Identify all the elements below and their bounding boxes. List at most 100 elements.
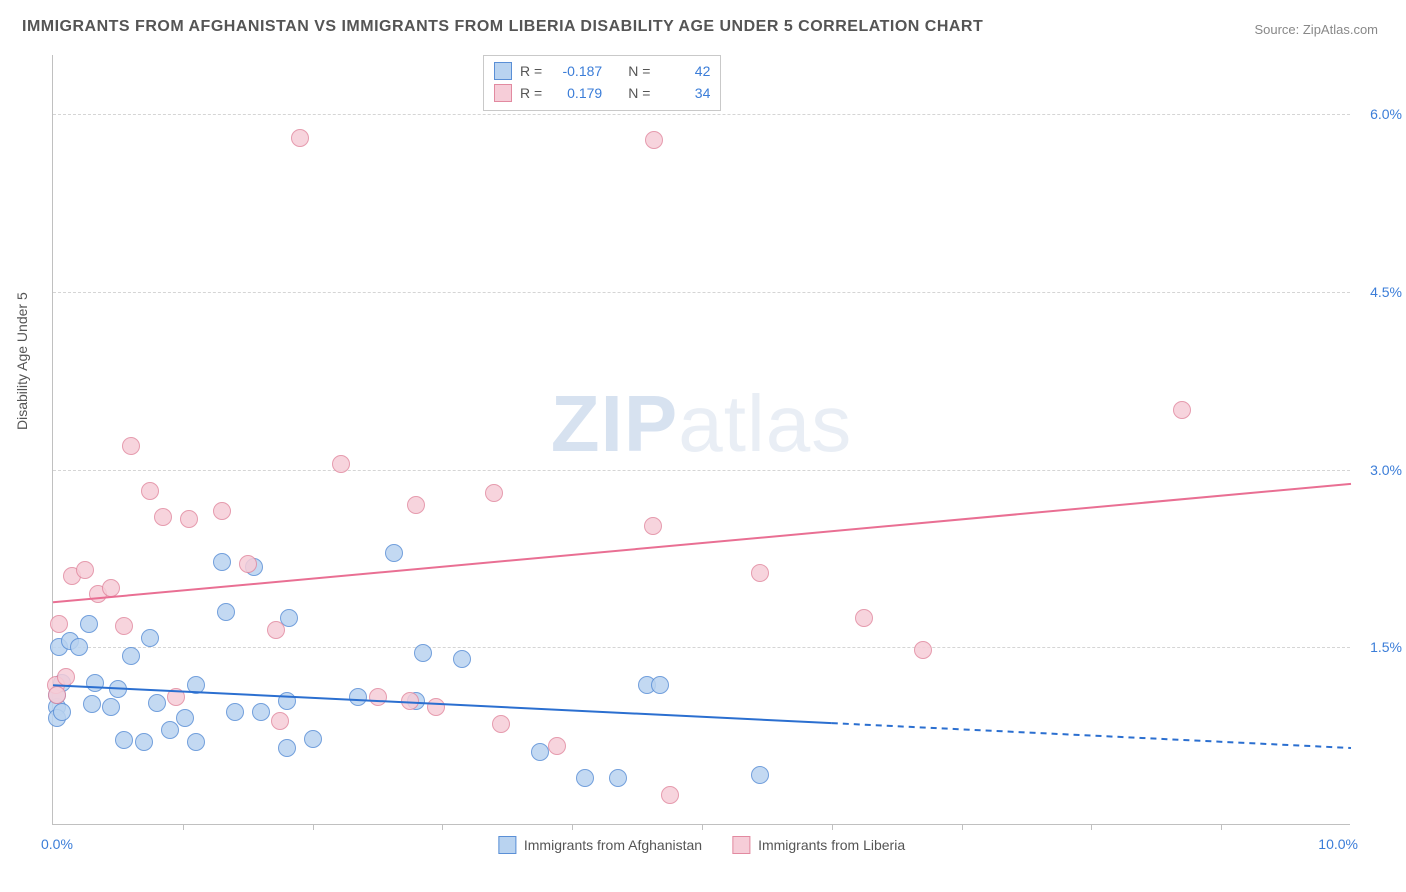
r-value: 0.179 bbox=[550, 85, 602, 101]
scatter-point bbox=[661, 786, 679, 804]
scatter-point bbox=[167, 688, 185, 706]
scatter-point bbox=[217, 603, 235, 621]
x-axis-minor-tick bbox=[702, 824, 703, 830]
scatter-point bbox=[141, 629, 159, 647]
scatter-point bbox=[651, 676, 669, 694]
scatter-point bbox=[369, 688, 387, 706]
chart-title: IMMIGRANTS FROM AFGHANISTAN VS IMMIGRANT… bbox=[22, 18, 983, 36]
scatter-point bbox=[332, 455, 350, 473]
source-attribution: Source: ZipAtlas.com bbox=[1254, 22, 1378, 37]
scatter-point bbox=[453, 650, 471, 668]
x-axis-minor-tick bbox=[183, 824, 184, 830]
correlation-row: R = 0.179 N = 34 bbox=[494, 82, 710, 104]
r-label: R = bbox=[520, 85, 542, 101]
scatter-point bbox=[278, 739, 296, 757]
scatter-point bbox=[278, 692, 296, 710]
trend-lines bbox=[53, 55, 1351, 825]
scatter-point bbox=[407, 496, 425, 514]
scatter-point bbox=[271, 712, 289, 730]
scatter-point bbox=[385, 544, 403, 562]
scatter-point bbox=[213, 502, 231, 520]
n-value: 34 bbox=[658, 85, 710, 101]
scatter-point bbox=[187, 676, 205, 694]
x-axis-minor-tick bbox=[1221, 824, 1222, 830]
y-axis-label: Disability Age Under 5 bbox=[14, 292, 30, 430]
scatter-point bbox=[914, 641, 932, 659]
scatter-point bbox=[226, 703, 244, 721]
x-axis-minor-tick bbox=[572, 824, 573, 830]
x-axis-tick-max: 10.0% bbox=[1318, 836, 1358, 852]
scatter-point bbox=[485, 484, 503, 502]
x-axis-minor-tick bbox=[313, 824, 314, 830]
scatter-point bbox=[414, 644, 432, 662]
n-value: 42 bbox=[658, 63, 710, 79]
scatter-point bbox=[83, 695, 101, 713]
scatter-point bbox=[180, 510, 198, 528]
watermark-bold: ZIP bbox=[551, 379, 678, 468]
scatter-point bbox=[102, 698, 120, 716]
x-axis-minor-tick bbox=[832, 824, 833, 830]
watermark: ZIPatlas bbox=[551, 378, 852, 470]
legend-swatch bbox=[494, 62, 512, 80]
legend-swatch bbox=[494, 84, 512, 102]
scatter-point bbox=[751, 564, 769, 582]
scatter-point bbox=[239, 555, 257, 573]
scatter-point bbox=[80, 615, 98, 633]
scatter-point bbox=[531, 743, 549, 761]
scatter-point bbox=[148, 694, 166, 712]
series-legend-item: Immigrants from Afghanistan bbox=[498, 836, 702, 854]
y-axis-tick: 4.5% bbox=[1354, 284, 1402, 300]
scatter-point bbox=[115, 617, 133, 635]
scatter-point bbox=[855, 609, 873, 627]
scatter-point bbox=[609, 769, 627, 787]
trend-line-dashed bbox=[832, 723, 1351, 748]
scatter-point bbox=[176, 709, 194, 727]
series-legend-item: Immigrants from Liberia bbox=[732, 836, 905, 854]
scatter-point bbox=[161, 721, 179, 739]
trend-line bbox=[53, 484, 1351, 602]
r-value: -0.187 bbox=[550, 63, 602, 79]
x-axis-minor-tick bbox=[962, 824, 963, 830]
scatter-point bbox=[48, 686, 66, 704]
legend-swatch bbox=[498, 836, 516, 854]
scatter-point bbox=[1173, 401, 1191, 419]
scatter-point bbox=[492, 715, 510, 733]
scatter-point bbox=[187, 733, 205, 751]
scatter-point bbox=[427, 698, 445, 716]
scatter-point bbox=[576, 769, 594, 787]
scatter-point bbox=[304, 730, 322, 748]
gridline bbox=[53, 114, 1350, 115]
y-axis-tick: 6.0% bbox=[1354, 106, 1402, 122]
scatter-point bbox=[548, 737, 566, 755]
correlation-legend: R = -0.187 N = 42 R = 0.179 N = 34 bbox=[483, 55, 721, 111]
scatter-point bbox=[135, 733, 153, 751]
scatter-point bbox=[102, 579, 120, 597]
series-name: Immigrants from Liberia bbox=[758, 837, 905, 853]
x-axis-tick-min: 0.0% bbox=[41, 836, 73, 852]
scatter-point bbox=[349, 688, 367, 706]
n-label: N = bbox=[628, 85, 650, 101]
scatter-point bbox=[57, 668, 75, 686]
x-axis-minor-tick bbox=[1091, 824, 1092, 830]
scatter-point bbox=[50, 615, 68, 633]
legend-swatch bbox=[732, 836, 750, 854]
scatter-point bbox=[213, 553, 231, 571]
gridline bbox=[53, 470, 1350, 471]
scatter-point bbox=[76, 561, 94, 579]
x-axis-minor-tick bbox=[442, 824, 443, 830]
scatter-point bbox=[291, 129, 309, 147]
gridline bbox=[53, 292, 1350, 293]
scatter-point bbox=[86, 674, 104, 692]
series-legend: Immigrants from Afghanistan Immigrants fr… bbox=[498, 836, 905, 854]
scatter-point bbox=[53, 703, 71, 721]
scatter-point bbox=[267, 621, 285, 639]
r-label: R = bbox=[520, 63, 542, 79]
correlation-row: R =-0.187N =42 bbox=[494, 60, 710, 82]
scatter-point bbox=[252, 703, 270, 721]
scatter-point bbox=[644, 517, 662, 535]
plot-area: ZIPatlas R =-0.187N =42R =0.179N =34 0.0… bbox=[52, 55, 1350, 825]
y-axis-tick: 1.5% bbox=[1354, 639, 1402, 655]
scatter-point bbox=[154, 508, 172, 526]
y-axis-tick: 3.0% bbox=[1354, 462, 1402, 478]
scatter-point bbox=[70, 638, 88, 656]
